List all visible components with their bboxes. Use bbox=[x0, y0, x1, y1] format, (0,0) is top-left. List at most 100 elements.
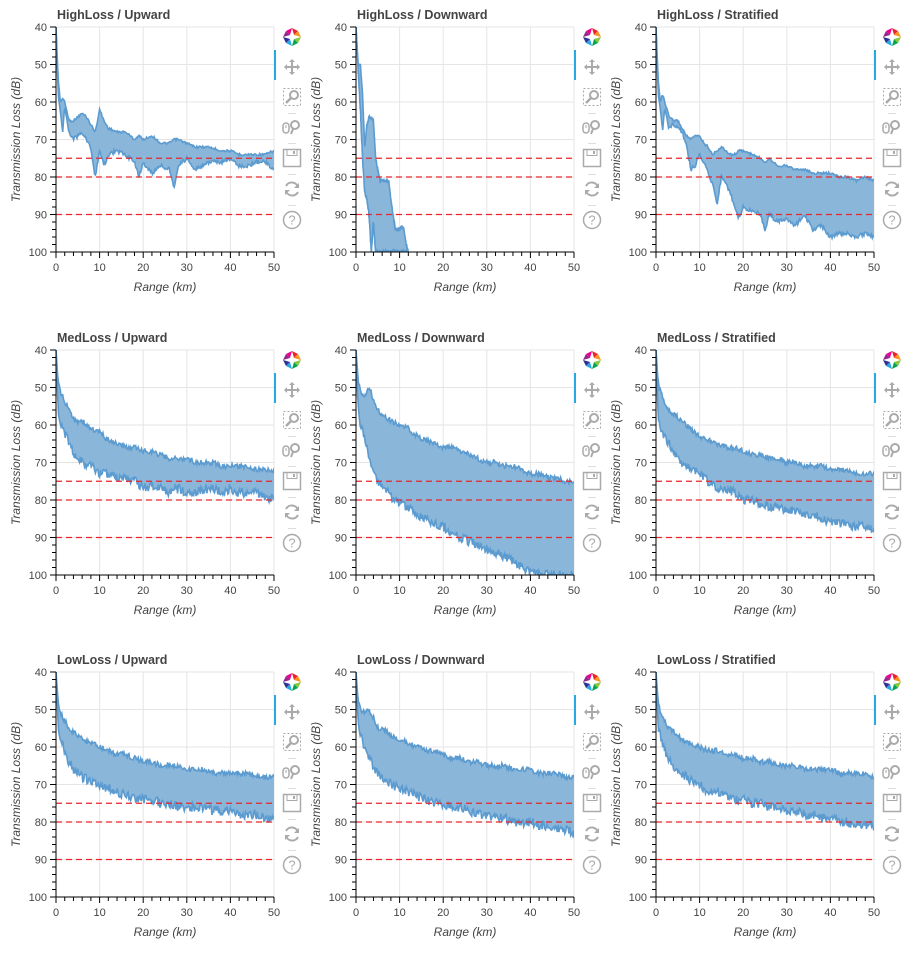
help-icon[interactable]: ? bbox=[882, 855, 902, 875]
help-icon[interactable]: ? bbox=[882, 533, 902, 553]
box-zoom-icon[interactable] bbox=[582, 87, 602, 107]
save-icon[interactable] bbox=[882, 471, 902, 491]
help-icon[interactable]: ? bbox=[582, 533, 602, 553]
bokeh-logo-icon[interactable] bbox=[282, 672, 302, 692]
plot-area[interactable]: 40 50 60 70 80 90 100 0 10 20 30 40 50 Range (km) Tran… bbox=[300, 323, 600, 646]
y-tick-label: 80 bbox=[35, 495, 47, 507]
save-icon[interactable] bbox=[882, 148, 902, 168]
box-zoom-icon[interactable] bbox=[582, 410, 602, 430]
y-tick-label: 50 bbox=[335, 60, 347, 72]
toolbar-separator bbox=[588, 174, 596, 175]
wheel-zoom-icon[interactable] bbox=[282, 762, 302, 782]
save-icon[interactable] bbox=[582, 148, 602, 168]
box-zoom-icon[interactable] bbox=[282, 410, 302, 430]
reset-icon[interactable] bbox=[282, 502, 302, 522]
pan-icon[interactable] bbox=[882, 380, 902, 400]
toolbar-separator bbox=[288, 758, 296, 759]
bokeh-logo-icon[interactable] bbox=[282, 27, 302, 47]
wheel-zoom-icon[interactable] bbox=[582, 440, 602, 460]
y-tick-label: 90 bbox=[635, 855, 647, 867]
x-tick-label: 30 bbox=[481, 907, 493, 919]
reset-icon[interactable] bbox=[582, 179, 602, 199]
pan-icon[interactable] bbox=[582, 702, 602, 722]
box-zoom-icon[interactable] bbox=[282, 732, 302, 752]
active-tool-indicator bbox=[874, 50, 876, 80]
pan-icon[interactable] bbox=[282, 57, 302, 77]
y-tick-label: 40 bbox=[35, 345, 47, 357]
bokeh-logo-icon[interactable] bbox=[882, 27, 902, 47]
wheel-zoom-icon[interactable] bbox=[282, 440, 302, 460]
wheel-zoom-icon[interactable] bbox=[582, 762, 602, 782]
tl-lower-line bbox=[56, 350, 274, 506]
bokeh-logo-icon[interactable] bbox=[582, 350, 602, 370]
box-zoom-icon[interactable] bbox=[282, 87, 302, 107]
save-icon[interactable] bbox=[282, 471, 302, 491]
plot-area[interactable]: 40 50 60 70 80 90 100 0 10 20 30 40 50 Range (km) Tran… bbox=[600, 0, 900, 323]
reset-icon[interactable] bbox=[582, 824, 602, 844]
plot-toolbar: ? bbox=[274, 24, 304, 264]
box-zoom-icon[interactable] bbox=[882, 732, 902, 752]
reset-icon[interactable] bbox=[882, 502, 902, 522]
reset-icon[interactable] bbox=[282, 824, 302, 844]
save-icon[interactable] bbox=[582, 471, 602, 491]
plot-area[interactable]: 40 50 60 70 80 90 100 0 10 20 30 40 50 Range (km) Tran… bbox=[0, 0, 300, 323]
active-tool-indicator bbox=[574, 373, 576, 403]
y-tick-label: 80 bbox=[335, 495, 347, 507]
toolbar-separator bbox=[588, 788, 596, 789]
plot-area[interactable]: 40 50 60 70 80 90 100 0 10 20 30 40 50 Range (km) Tran… bbox=[600, 323, 900, 646]
wheel-zoom-icon[interactable] bbox=[582, 117, 602, 137]
help-icon[interactable]: ? bbox=[882, 210, 902, 230]
save-icon[interactable] bbox=[282, 148, 302, 168]
save-icon[interactable] bbox=[582, 793, 602, 813]
chart-title: LowLoss / Stratified bbox=[657, 653, 776, 667]
save-icon[interactable] bbox=[282, 793, 302, 813]
x-tick-label: 10 bbox=[693, 907, 705, 919]
y-tick-label: 50 bbox=[635, 705, 647, 717]
wheel-zoom-icon[interactable] bbox=[882, 762, 902, 782]
wheel-zoom-icon[interactable] bbox=[882, 117, 902, 137]
x-tick-label: 20 bbox=[137, 262, 149, 274]
plot-area[interactable]: 40 50 60 70 80 90 100 0 10 20 30 40 50 Range (km) Tran… bbox=[0, 645, 300, 968]
plot-area[interactable]: 40 50 60 70 80 90 100 0 10 20 30 40 50 Range (km) Tran… bbox=[0, 323, 300, 646]
toolbar-separator bbox=[888, 143, 896, 144]
reset-icon[interactable] bbox=[882, 824, 902, 844]
x-tick-label: 10 bbox=[93, 907, 105, 919]
reset-icon[interactable] bbox=[882, 179, 902, 199]
box-zoom-icon[interactable] bbox=[882, 410, 902, 430]
help-icon[interactable]: ? bbox=[582, 855, 602, 875]
toolbar-separator bbox=[288, 174, 296, 175]
reset-icon[interactable] bbox=[582, 502, 602, 522]
box-zoom-icon[interactable] bbox=[582, 732, 602, 752]
y-axis-label: Transmission Loss (dB) bbox=[9, 77, 23, 202]
pan-icon[interactable] bbox=[282, 380, 302, 400]
bokeh-logo-icon[interactable] bbox=[582, 27, 602, 47]
pan-icon[interactable] bbox=[882, 57, 902, 77]
pan-icon[interactable] bbox=[282, 702, 302, 722]
x-tick-label: 20 bbox=[737, 585, 749, 597]
help-icon[interactable]: ? bbox=[282, 855, 302, 875]
plot-area[interactable]: 40 50 60 70 80 90 100 0 10 20 30 40 50 Range (km) Tran… bbox=[300, 0, 600, 323]
reset-icon[interactable] bbox=[282, 179, 302, 199]
plot-area[interactable]: 40 50 60 70 80 90 100 0 10 20 30 40 50 Range (km) Tran… bbox=[600, 645, 900, 968]
wheel-zoom-icon[interactable] bbox=[282, 117, 302, 137]
help-icon[interactable]: ? bbox=[582, 210, 602, 230]
save-icon[interactable] bbox=[882, 793, 902, 813]
y-tick-label: 100 bbox=[329, 570, 347, 582]
chart-panel: LowLoss / Upward 40 50 60 70 80 90 100 0 10 20 30 40… bbox=[0, 645, 302, 968]
plot-area[interactable]: 40 50 60 70 80 90 100 0 10 20 30 40 50 Range (km) Tran… bbox=[300, 645, 600, 968]
box-zoom-icon[interactable] bbox=[882, 87, 902, 107]
bokeh-logo-icon[interactable] bbox=[882, 350, 902, 370]
pan-icon[interactable] bbox=[882, 702, 902, 722]
bokeh-logo-icon[interactable] bbox=[882, 672, 902, 692]
wheel-zoom-icon[interactable] bbox=[882, 440, 902, 460]
help-icon[interactable]: ? bbox=[282, 210, 302, 230]
help-icon[interactable]: ? bbox=[282, 533, 302, 553]
x-tick-label: 0 bbox=[353, 262, 359, 274]
y-axis-label: Transmission Loss (dB) bbox=[9, 400, 23, 525]
pan-icon[interactable] bbox=[582, 380, 602, 400]
bokeh-logo-icon[interactable] bbox=[282, 350, 302, 370]
bokeh-logo-icon[interactable] bbox=[582, 672, 602, 692]
pan-icon[interactable] bbox=[582, 57, 602, 77]
x-tick-label: 30 bbox=[181, 585, 193, 597]
x-tick-label: 50 bbox=[268, 907, 280, 919]
